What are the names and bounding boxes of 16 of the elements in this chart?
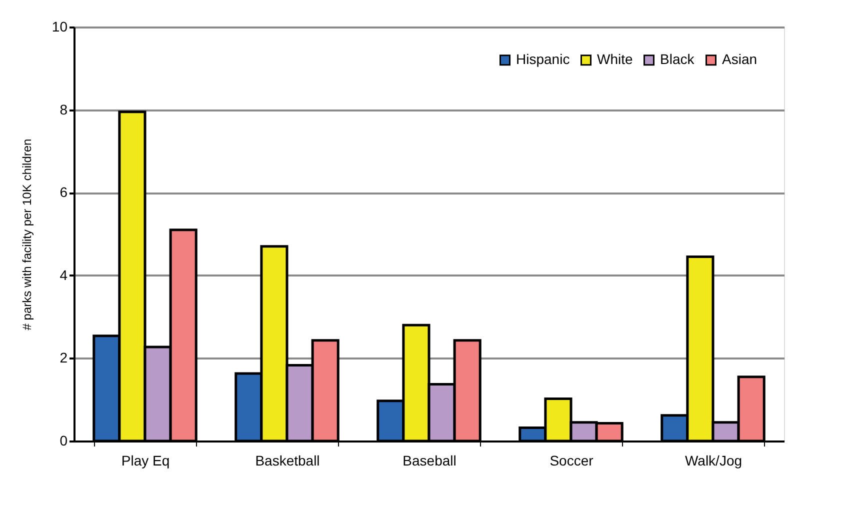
y-tick-label: 8	[60, 101, 68, 118]
y-axis-title: # parks with facility per 10K children	[20, 138, 34, 330]
y-tick-label: 2	[60, 350, 68, 366]
x-tick-label: Walk/Jog	[684, 452, 742, 468]
legend-label: Asian	[722, 51, 758, 68]
x-tick-label: Play Eq	[121, 452, 170, 468]
legend-label: Black	[660, 51, 696, 68]
x-tick-label: Baseball	[402, 452, 456, 468]
x-tick-label: Soccer	[550, 452, 594, 468]
y-tick-label: 0	[60, 432, 68, 448]
legend-label: Hispanic	[516, 51, 570, 68]
legend-label: White	[597, 51, 633, 68]
x-tick-label: Basketball	[255, 452, 320, 468]
y-tick-label: 6	[60, 184, 68, 200]
y-tick-label: 4	[60, 266, 68, 283]
y-tick-label: 10	[52, 18, 68, 34]
